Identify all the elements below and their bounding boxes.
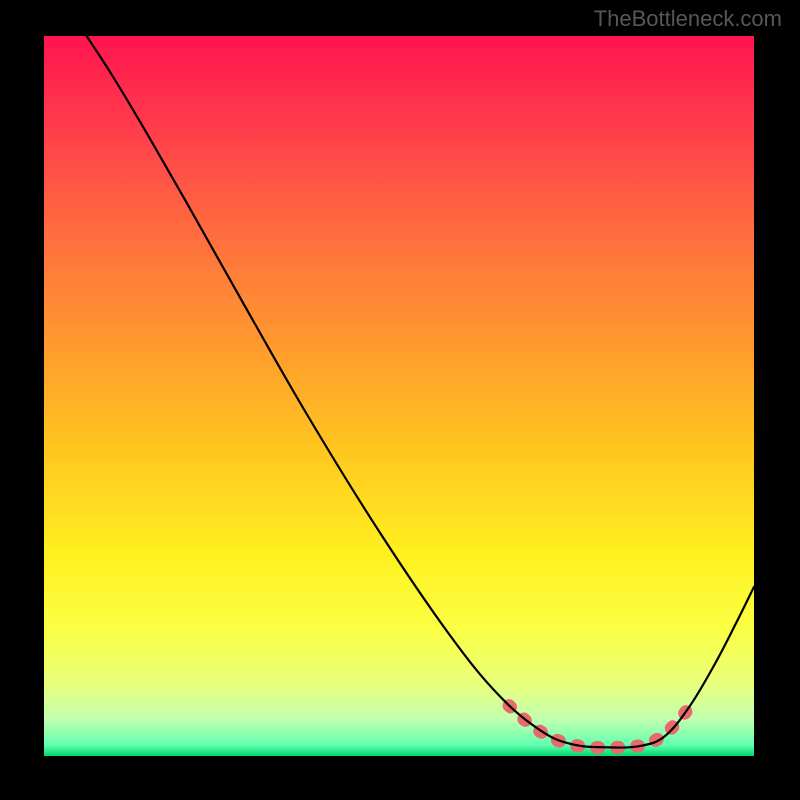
chart-container: TheBottleneck.com [0, 0, 800, 800]
curve-layer [44, 36, 754, 756]
watermark-text: TheBottleneck.com [594, 6, 782, 32]
plot-area [44, 36, 754, 756]
curve-path [87, 36, 754, 748]
